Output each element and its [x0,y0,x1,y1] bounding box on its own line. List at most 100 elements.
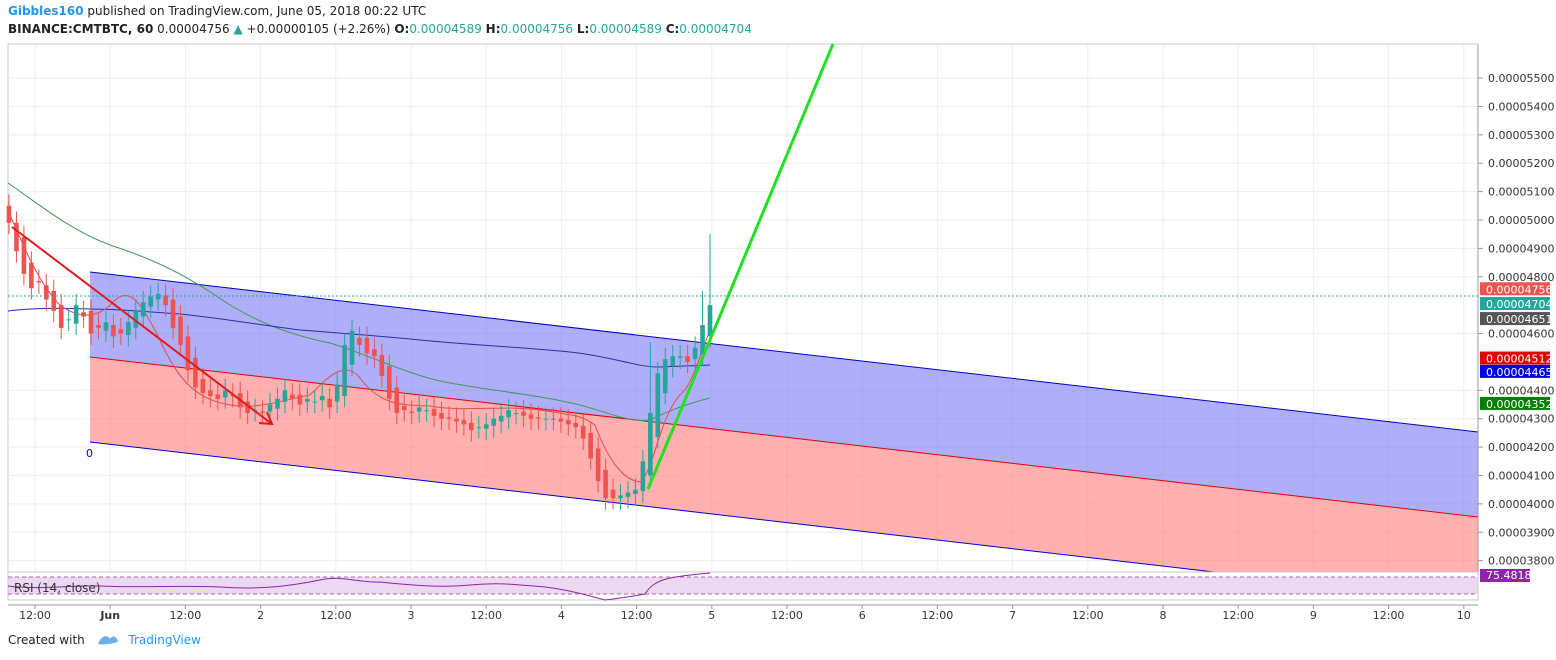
price-label-badge [1480,396,1550,410]
y-tick-label: 0.00004600 [1488,328,1554,341]
candle-body [290,394,295,399]
candle-body [446,417,452,419]
y-tick-label: 0.00004400 [1488,384,1554,397]
price-change: +0.00000105 (+2.26%) [246,22,391,36]
author-name[interactable]: Gibbles160 [8,4,84,18]
candle-body [6,205,12,223]
price-label-badge [1480,282,1550,296]
candle-body [603,469,608,499]
candle-body [633,489,638,494]
close-value: 0.00004704 [679,22,752,36]
candle-body [364,337,370,354]
candle-body [595,448,601,482]
x-tick-label: 7 [1009,609,1016,622]
x-tick-label: 8 [1160,609,1167,622]
candle-body [476,427,482,429]
candle-body [208,390,213,396]
y-tick-label: 0.00005100 [1488,186,1554,199]
candle-body [133,310,139,328]
time-axis[interactable]: 12:00 Jun 12:00 2 12:00 3 12:00 4 12:00 5 12:00 6 12… [19,605,1471,622]
candle-body [424,410,429,412]
symbol-label: BINANCE:CMTBTC, 60 [8,22,154,36]
candle-body [610,489,616,499]
symbol-info: BINANCE:CMTBTC, 60 0.00004756 ▲ +0.00000… [8,22,752,36]
candle-body [282,390,288,402]
candle-body [536,417,541,419]
trend-arrow-down [11,226,273,425]
candle-body [81,312,86,317]
candle-body [431,408,437,416]
candle-body [267,404,273,412]
candle-body [588,432,593,459]
candle-body [461,420,467,425]
candle-body [439,413,444,419]
candle-body [662,359,668,394]
candle-body [498,415,504,422]
change-up-icon: ▲ [233,22,243,36]
candle-body [677,356,683,358]
candle-body [707,305,713,337]
low-value: 0.00004589 [589,22,662,36]
y-tick-label: 0.00004800 [1488,271,1554,284]
price-label: 0.00004352 [1486,398,1552,411]
y-tick-label: 0.00004200 [1488,441,1554,454]
candle-body [118,329,124,334]
rsi-band [8,577,1478,594]
candle-body [700,325,705,355]
price-label-badge [1480,312,1550,326]
candle-body [319,396,325,401]
candle-body [163,295,168,306]
candle-body [573,422,579,428]
candle-body [565,420,571,425]
x-tick-label: 12:00 [470,609,502,622]
candle-body [185,336,191,371]
low-label: L: [576,22,590,36]
price-label-badge [1480,364,1550,378]
tradingview-link[interactable]: TradingView [128,633,201,647]
candle-body [58,305,64,328]
rsi-value: 75.4818 [1486,569,1532,582]
trend-line-up [646,43,835,490]
tema-200-line [7,182,711,422]
created-with-text: Created with [8,633,85,647]
candle-body [88,310,94,334]
candle-body [491,418,497,426]
candle-body [551,418,556,420]
candle-body [304,398,310,402]
candle-body [200,378,206,394]
candle-body [409,411,415,414]
regression-upper-line [89,271,1479,433]
x-tick-label: 6 [859,609,866,622]
publish-text: published on TradingView.com, June 05, 2… [87,4,427,18]
price-label: 0.00004465 [1486,366,1552,379]
candle-body [29,262,34,289]
x-tick-label: 3 [408,609,415,622]
candle-body [21,237,27,274]
candle-body [148,296,154,307]
x-tick-label: Jun [99,609,120,622]
candle-body [170,299,176,328]
x-tick-label: 12:00 [170,609,202,622]
heikin-ashi-candles [6,194,713,510]
y-tick-label: 0.00005000 [1488,214,1554,227]
candle-body [155,293,161,300]
candle-body [625,492,631,497]
candle-body [215,394,221,399]
candle-body [73,305,79,324]
candle-body [14,222,19,252]
price-axis[interactable]: 0.00005500 0.00005400 0.00005300 0.00005200… [1478,72,1554,568]
candle-body [275,398,280,409]
x-tick-label: 4 [558,609,565,622]
price-label: 0.00004651 [1486,313,1552,326]
x-tick-label: 12:00 [771,609,803,622]
x-tick-label: 10 [1457,609,1471,622]
x-tick-label: 12:00 [320,609,352,622]
y-tick-label: 0.00005400 [1488,100,1554,113]
candle-body [528,414,534,419]
price-label: 0.00004704 [1486,298,1552,311]
candle-body [685,356,690,362]
candle-body [43,285,49,300]
y-tick-label: 0.00004900 [1488,242,1554,255]
candle-body [379,354,385,377]
